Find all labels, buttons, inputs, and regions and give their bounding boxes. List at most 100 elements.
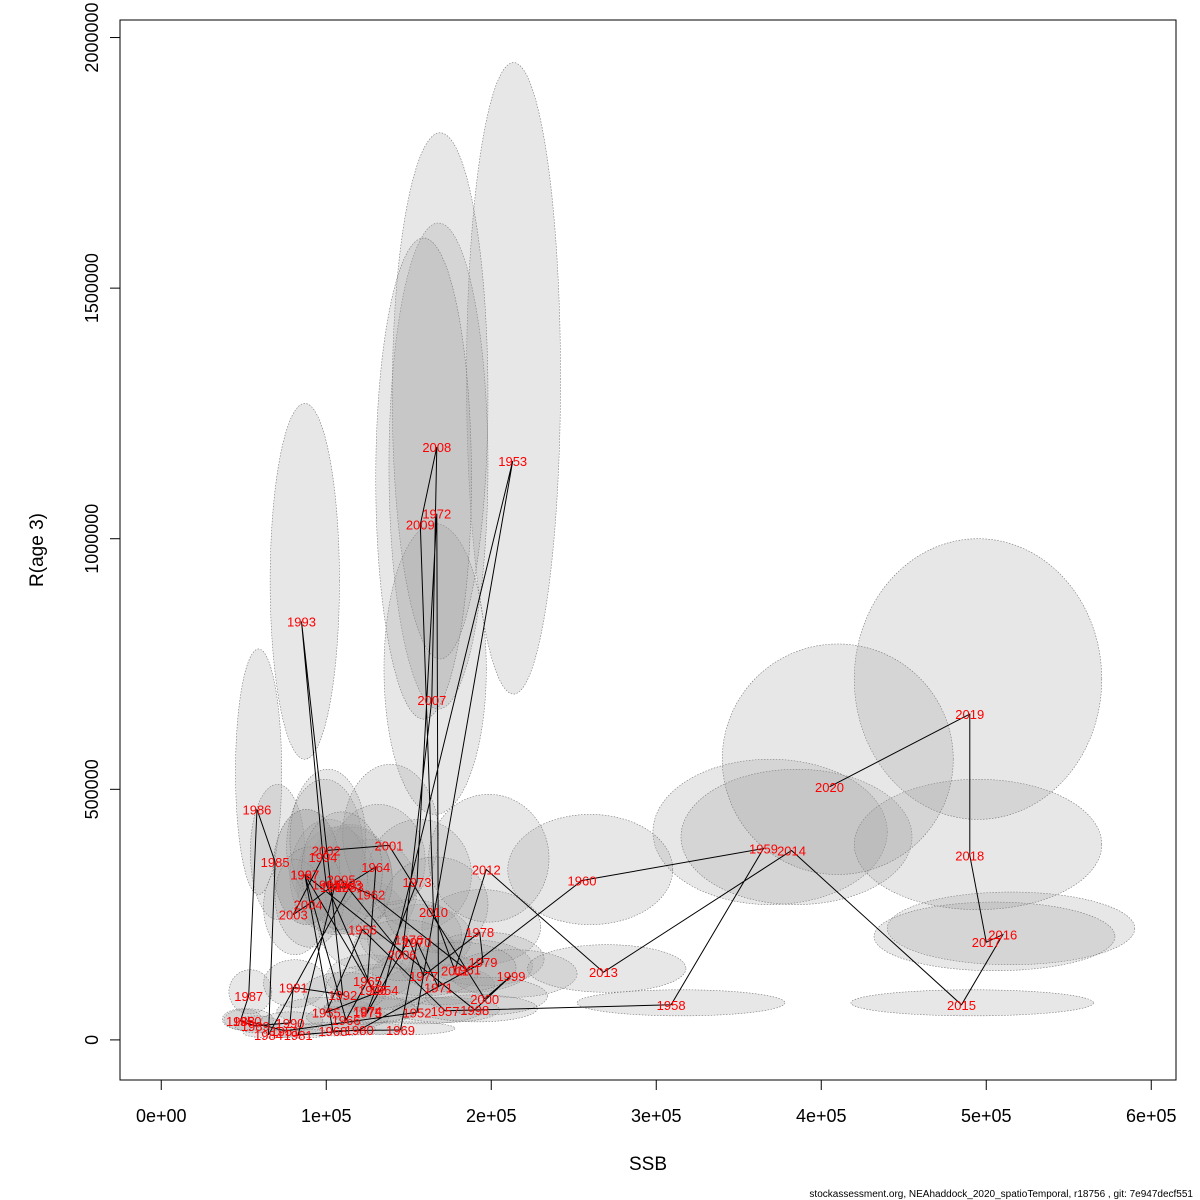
point-label-2019: 2019 — [955, 707, 984, 722]
point-label-1954: 1954 — [370, 983, 399, 998]
point-label-2012: 2012 — [472, 863, 501, 878]
y-tick-label: 0 — [82, 1035, 102, 1045]
point-label-2017: 2017 — [972, 935, 1001, 950]
confidence-ellipses — [222, 62, 1136, 1039]
x-tick-label: 3e+05 — [631, 1106, 682, 1126]
ci-ellipse-1960 — [507, 814, 674, 925]
point-label-1988: 1988 — [226, 1014, 255, 1029]
point-label-1992: 1992 — [328, 988, 357, 1003]
point-label-2000: 2000 — [470, 992, 499, 1007]
x-tick-label: 5e+05 — [961, 1106, 1012, 1126]
y-tick-label: 1000000 — [82, 504, 102, 574]
point-label-2004: 2004 — [294, 898, 323, 913]
point-label-1960: 1960 — [568, 874, 597, 889]
point-label-2011: 2011 — [441, 964, 469, 979]
ci-ellipse-2000 — [424, 976, 548, 1016]
point-label-1978: 1978 — [465, 925, 494, 940]
point-label-2009: 2009 — [406, 518, 435, 533]
ci-ellipse-1999 — [449, 949, 578, 998]
point-label-1952: 1952 — [403, 1005, 432, 1020]
ci-ellipse-1990 — [259, 1011, 324, 1032]
ci-ellipse-2009 — [375, 237, 472, 720]
ci-ellipse-2013 — [527, 944, 687, 993]
point-label-1964: 1964 — [361, 860, 390, 875]
ci-ellipse-1983 — [309, 826, 393, 935]
point-label-1957: 1957 — [431, 1004, 460, 1019]
point-label-2020: 2020 — [815, 780, 844, 795]
point-label-2008: 2008 — [422, 440, 451, 455]
point-label-1979: 1979 — [469, 955, 498, 970]
ci-ellipse-1953 — [466, 62, 561, 695]
point-label-1972: 1972 — [422, 507, 451, 522]
point-label-1983: 1983 — [335, 880, 364, 895]
point-label-1956: 1956 — [348, 923, 377, 938]
point-label-2015: 2015 — [947, 998, 976, 1013]
x-axis: 0e+00 1e+05 2e+05 3e+05 4e+05 5e+05 6e+05 — [136, 1079, 1177, 1126]
point-label-1969: 1969 — [386, 1023, 415, 1038]
x-tick-label: 6e+05 — [1126, 1106, 1177, 1126]
point-label-1990: 1990 — [275, 1016, 304, 1031]
point-label-1962: 1962 — [356, 888, 385, 903]
x-tick-label: 0e+00 — [136, 1106, 187, 1126]
point-label-2007: 2007 — [417, 693, 446, 708]
point-label-1998: 1998 — [460, 1003, 489, 1018]
point-label-1967: 1967 — [290, 868, 319, 883]
trajectory-line — [239, 446, 1005, 1036]
point-label-1961: 1961 — [452, 963, 481, 978]
point-label-1984: 1984 — [254, 1028, 283, 1043]
ci-ellipse-2020 — [721, 643, 954, 875]
point-label-1968: 1968 — [318, 1024, 347, 1039]
ci-ellipse-1959 — [652, 758, 888, 905]
ci-ellipse-2014 — [680, 768, 913, 905]
point-label-1986: 1986 — [242, 802, 271, 817]
point-label-1971: 1971 — [424, 980, 453, 995]
point-label-1997: 1997 — [290, 868, 319, 883]
ci-ellipse-2015 — [850, 989, 1094, 1017]
point-label-1980: 1980 — [345, 1023, 374, 1038]
point-label-2016: 2016 — [988, 928, 1017, 943]
point-label-1963: 1963 — [333, 878, 362, 893]
ci-ellipse-2006 — [352, 919, 456, 982]
ci-ellipse-2012 — [428, 794, 550, 923]
ci-ellipse-1985 — [250, 784, 306, 920]
y-tick-label: 1500000 — [82, 253, 102, 323]
ci-ellipse-2001 — [342, 763, 439, 905]
ci-ellipse-1955 — [276, 997, 377, 1026]
ci-ellipse-2002 — [289, 768, 367, 910]
ci-ellipse-1969 — [350, 1021, 456, 1036]
point-label-1996: 1996 — [358, 983, 387, 998]
y-axis-title: R(age 3) — [27, 513, 48, 587]
point-label-1975: 1975 — [353, 1005, 382, 1020]
ci-ellipse-1982 — [296, 826, 377, 935]
ci-ellipse-1986 — [235, 648, 283, 895]
point-label-1985: 1985 — [261, 855, 290, 870]
point-label-2010: 2010 — [419, 905, 448, 920]
point-label-1970: 1970 — [403, 935, 432, 950]
point-label-1995: 1995 — [312, 878, 341, 893]
footer-note: stockassessment.org, NEAhaddock_2020_spa… — [809, 1189, 1193, 1200]
point-label-1994: 1994 — [308, 850, 337, 865]
point-label-2006: 2006 — [388, 948, 417, 963]
point-label-2018: 2018 — [955, 848, 984, 863]
point-label-1999: 1999 — [497, 969, 526, 984]
ci-ellipse-2008 — [391, 132, 489, 660]
point-label-2014: 2014 — [777, 843, 806, 858]
ci-ellipse-2011 — [400, 941, 517, 993]
x-tick-label: 1e+05 — [301, 1106, 352, 1126]
x-axis-title: SSB — [629, 1154, 667, 1175]
point-label-1993: 1993 — [287, 614, 316, 629]
point-label-2013: 2013 — [589, 965, 618, 980]
point-label-1950: 1950 — [233, 1014, 262, 1029]
point-label-1959: 1959 — [749, 841, 778, 856]
point-label-1987: 1987 — [234, 989, 263, 1004]
point-label-2003: 2003 — [279, 908, 308, 923]
point-label-1953: 1953 — [498, 454, 527, 469]
point-label-1965: 1965 — [353, 974, 382, 989]
x-tick-label: 2e+05 — [466, 1106, 517, 1126]
point-label-1974: 1974 — [353, 1004, 382, 1019]
year-labels: 1950 1951 1952 1953 1954 1955 1956 1957 1958 1959… — [226, 440, 1017, 1043]
point-label-1989: 1989 — [241, 1019, 270, 1034]
x-tick-label: 4e+05 — [796, 1106, 847, 1126]
point-label-1977: 1977 — [409, 969, 438, 984]
